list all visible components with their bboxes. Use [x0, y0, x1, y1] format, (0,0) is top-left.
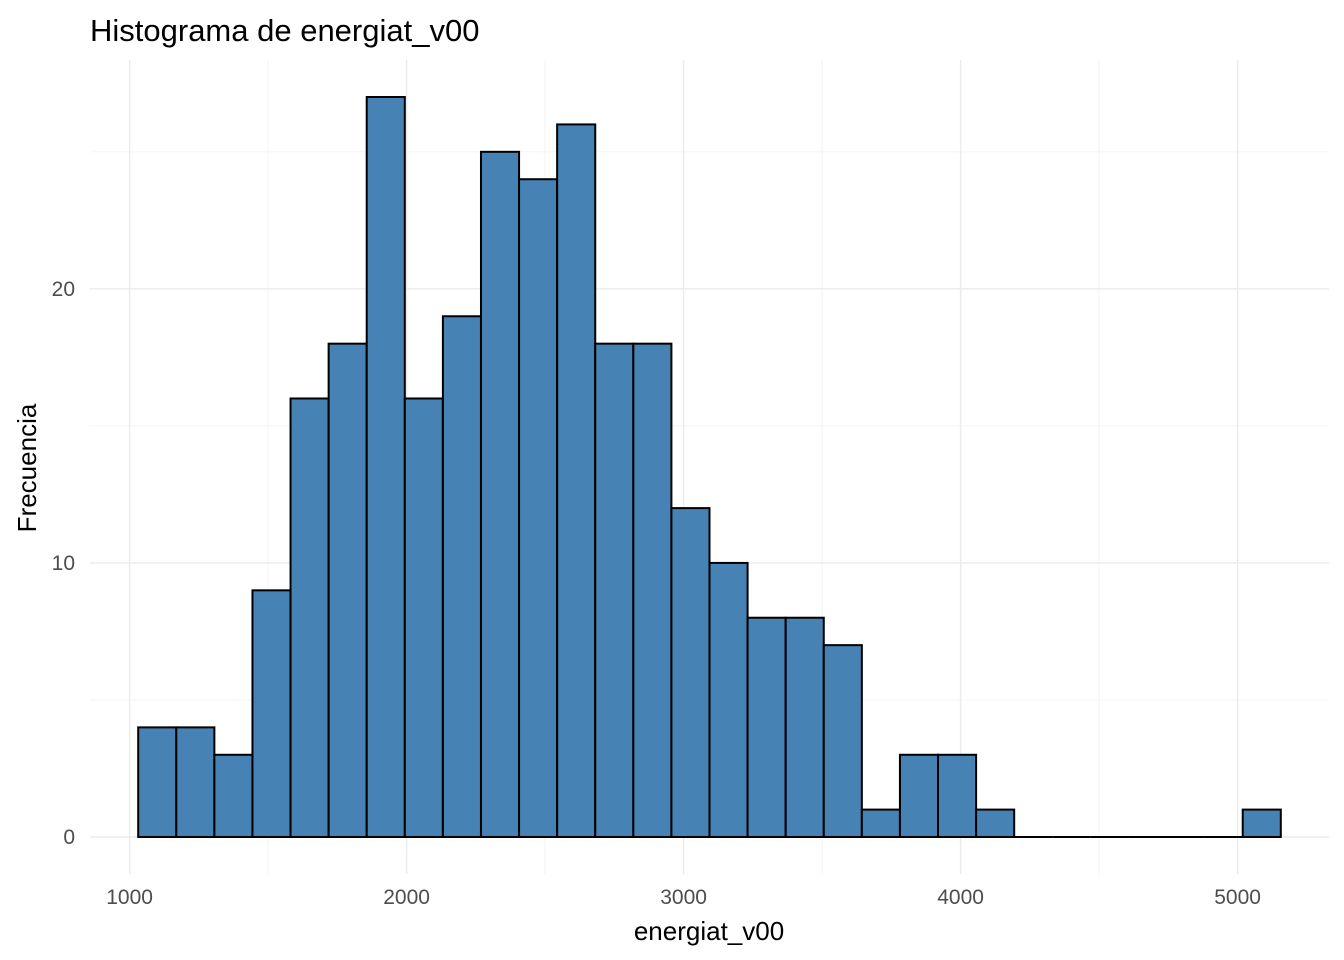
- histogram-bar: [479, 150, 521, 838]
- x-tick-label: 5000: [1214, 886, 1261, 909]
- x-tick-label: 2000: [383, 886, 430, 909]
- histogram-bar: [975, 808, 1016, 838]
- histogram-bar: [860, 808, 901, 838]
- x-tick-label: 1000: [106, 886, 153, 909]
- histogram-bar: [251, 589, 292, 838]
- histogram-bar: [822, 644, 863, 838]
- histogram-bar: [327, 342, 368, 838]
- histogram-bar: [289, 397, 330, 838]
- histogram-bar: [708, 561, 749, 838]
- histogram-bar: [632, 342, 673, 838]
- histogram-bar: [175, 726, 216, 838]
- histogram-bar: [670, 507, 711, 838]
- y-tick-label: 20: [52, 278, 75, 301]
- histogram-bar: [441, 315, 482, 838]
- histogram-bar: [213, 753, 254, 838]
- histogram-bar: [403, 397, 444, 838]
- histogram-bars: [137, 96, 1282, 838]
- y-tick-label: 0: [63, 826, 75, 849]
- chart-title: Histograma de energiat_v00: [90, 13, 479, 48]
- histogram-bar: [1241, 808, 1282, 838]
- histogram-bar: [937, 753, 978, 838]
- histogram-bar: [365, 96, 406, 838]
- histogram-bar: [898, 753, 940, 838]
- y-axis-label: Frecuencia: [12, 403, 42, 532]
- x-tick-label: 4000: [937, 886, 984, 909]
- histogram-bar: [556, 123, 597, 838]
- histogram-bar: [784, 616, 825, 838]
- x-axis-ticks: 1000 2000 3000 4000 5000: [106, 886, 1261, 909]
- histogram-bar: [137, 726, 178, 838]
- x-axis-label: energiat_v00: [634, 916, 784, 946]
- y-tick-label: 10: [52, 552, 75, 575]
- histogram-bar: [518, 178, 559, 838]
- histogram-bar: [594, 342, 635, 838]
- x-tick-label: 3000: [660, 886, 707, 909]
- y-axis-ticks: 0 10 20: [52, 278, 75, 849]
- histogram-bar: [746, 616, 787, 838]
